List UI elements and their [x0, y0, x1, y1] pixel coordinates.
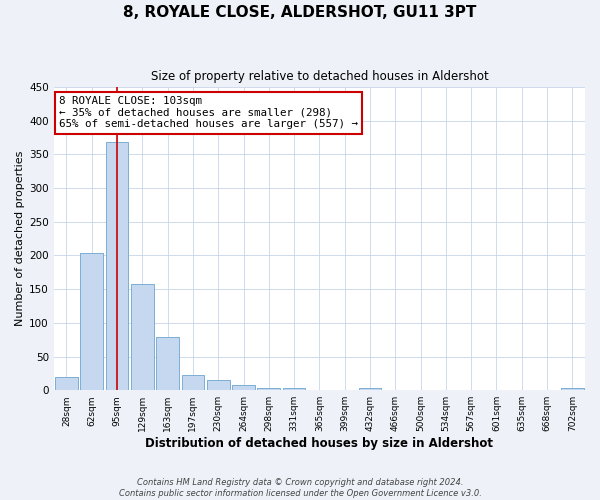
Bar	[156, 337, 179, 390]
X-axis label: Distribution of detached houses by size in Aldershot: Distribution of detached houses by size …	[145, 437, 493, 450]
Y-axis label: Number of detached properties: Number of detached properties	[15, 151, 25, 326]
Title: Size of property relative to detached houses in Aldershot: Size of property relative to detached ho…	[151, 70, 488, 83]
Bar	[257, 388, 280, 390]
Bar	[283, 388, 305, 390]
Text: 8 ROYALE CLOSE: 103sqm
← 35% of detached houses are smaller (298)
65% of semi-de: 8 ROYALE CLOSE: 103sqm ← 35% of detached…	[59, 96, 358, 129]
Bar	[359, 388, 382, 390]
Bar	[182, 374, 204, 390]
Bar	[55, 376, 78, 390]
Text: 8, ROYALE CLOSE, ALDERSHOT, GU11 3PT: 8, ROYALE CLOSE, ALDERSHOT, GU11 3PT	[124, 5, 476, 20]
Bar	[232, 385, 255, 390]
Bar	[207, 380, 230, 390]
Bar	[106, 142, 128, 390]
Text: Contains HM Land Registry data © Crown copyright and database right 2024.
Contai: Contains HM Land Registry data © Crown c…	[119, 478, 481, 498]
Bar	[131, 284, 154, 390]
Bar	[561, 388, 584, 390]
Bar	[80, 254, 103, 390]
